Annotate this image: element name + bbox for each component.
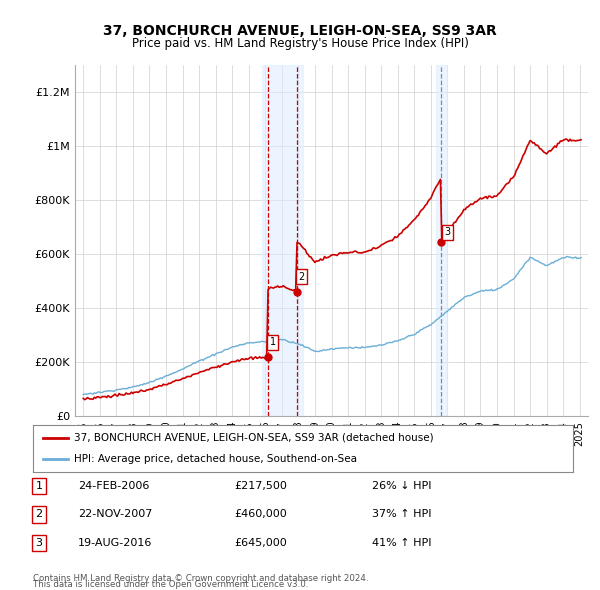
Text: 37, BONCHURCH AVENUE, LEIGH-ON-SEA, SS9 3AR: 37, BONCHURCH AVENUE, LEIGH-ON-SEA, SS9 …: [103, 24, 497, 38]
Text: 1: 1: [269, 337, 275, 348]
Text: 24-FEB-2006: 24-FEB-2006: [78, 481, 149, 491]
Text: HPI: Average price, detached house, Southend-on-Sea: HPI: Average price, detached house, Sout…: [74, 454, 356, 464]
Text: 3: 3: [444, 227, 450, 237]
Text: 2: 2: [299, 272, 305, 282]
Text: 41% ↑ HPI: 41% ↑ HPI: [372, 538, 431, 548]
Text: Price paid vs. HM Land Registry's House Price Index (HPI): Price paid vs. HM Land Registry's House …: [131, 37, 469, 50]
Text: 19-AUG-2016: 19-AUG-2016: [78, 538, 152, 548]
Text: £217,500: £217,500: [234, 481, 287, 491]
Text: 37, BONCHURCH AVENUE, LEIGH-ON-SEA, SS9 3AR (detached house): 37, BONCHURCH AVENUE, LEIGH-ON-SEA, SS9 …: [74, 432, 433, 442]
Text: Contains HM Land Registry data © Crown copyright and database right 2024.: Contains HM Land Registry data © Crown c…: [33, 574, 368, 583]
Bar: [262, 65, 302, 416]
Text: 2: 2: [35, 510, 43, 519]
Text: £645,000: £645,000: [234, 538, 287, 548]
Text: This data is licensed under the Open Government Licence v3.0.: This data is licensed under the Open Gov…: [33, 580, 308, 589]
Text: 37% ↑ HPI: 37% ↑ HPI: [372, 510, 431, 519]
Bar: [436, 65, 447, 416]
Text: 1: 1: [35, 481, 43, 491]
Text: 22-NOV-2007: 22-NOV-2007: [78, 510, 152, 519]
Text: 3: 3: [35, 538, 43, 548]
Text: 26% ↓ HPI: 26% ↓ HPI: [372, 481, 431, 491]
Text: £460,000: £460,000: [234, 510, 287, 519]
